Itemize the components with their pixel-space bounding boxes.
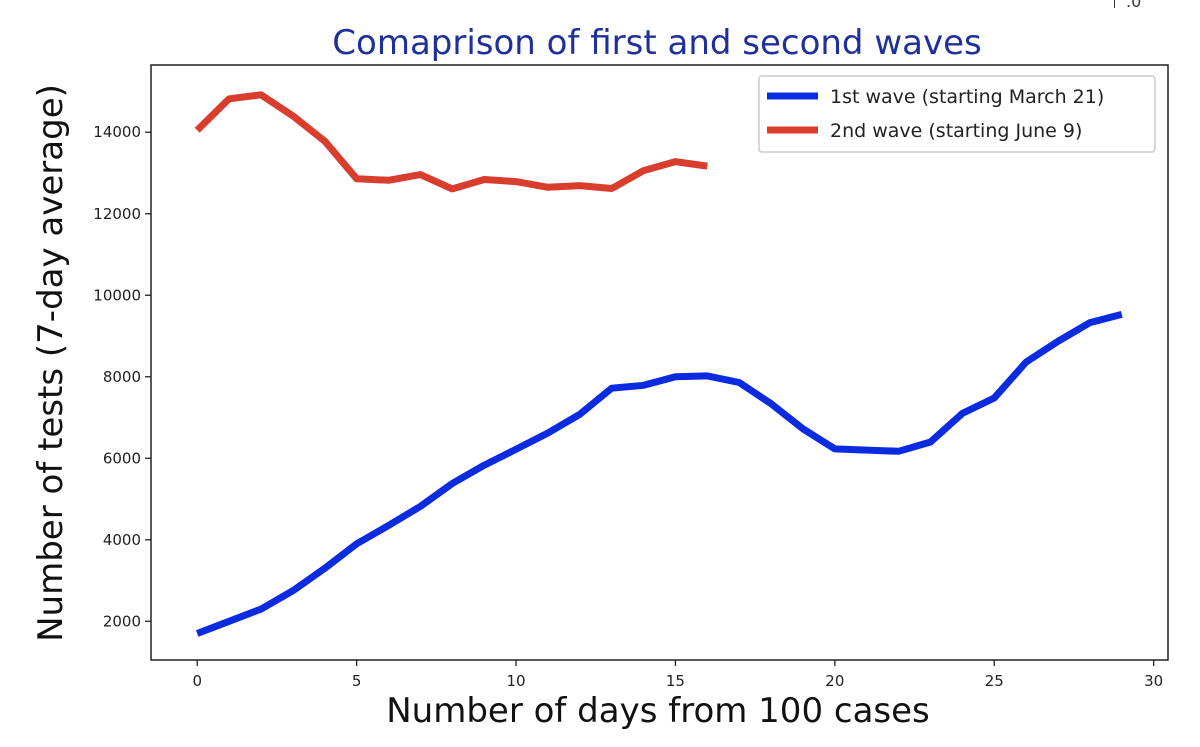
x-tick-label: 20 (825, 672, 844, 690)
plot-area: 0 5 10 15 20 25 30 2000 4000 6000 8000 10000 12000 14… (93, 64, 1169, 690)
legend-label: 2nd wave (starting June 9) (830, 120, 1082, 142)
y-tick-label: 4000 (103, 531, 141, 549)
x-tick-label: 15 (666, 672, 685, 690)
corner-fragment: .0 (1108, 0, 1200, 11)
legend: 1st wave (starting March 21) 2nd wave (st… (758, 75, 1156, 153)
series-line-2 (194, 91, 708, 193)
y-tick-label: 14000 (93, 123, 141, 141)
x-tick-label: 30 (1144, 672, 1163, 690)
y-tick-label: 8000 (103, 368, 141, 386)
corner-divider (1114, 0, 1115, 8)
y-tick-label: 10000 (93, 286, 141, 304)
x-tick-label: 25 (985, 672, 1004, 690)
x-axis-label: Number of days from 100 cases (386, 691, 930, 731)
y-tick-label: 12000 (93, 205, 141, 223)
x-tick-label: 0 (192, 672, 202, 690)
y-axis-label: Number of tests (7-day average) (31, 84, 71, 642)
y-tick-label: 6000 (103, 449, 141, 467)
chart-title: Comaprison of first and second waves (332, 23, 981, 63)
legend-label: 1st wave (starting March 21) (830, 86, 1104, 108)
legend-box (758, 75, 1156, 153)
series-line-1 (195, 311, 1123, 637)
x-tick-label: 10 (506, 672, 525, 690)
corner-text: .0 (1126, 0, 1142, 11)
x-tick-label: 5 (352, 672, 362, 690)
plot-frame (150, 64, 1169, 661)
y-tick-label: 2000 (103, 612, 141, 630)
